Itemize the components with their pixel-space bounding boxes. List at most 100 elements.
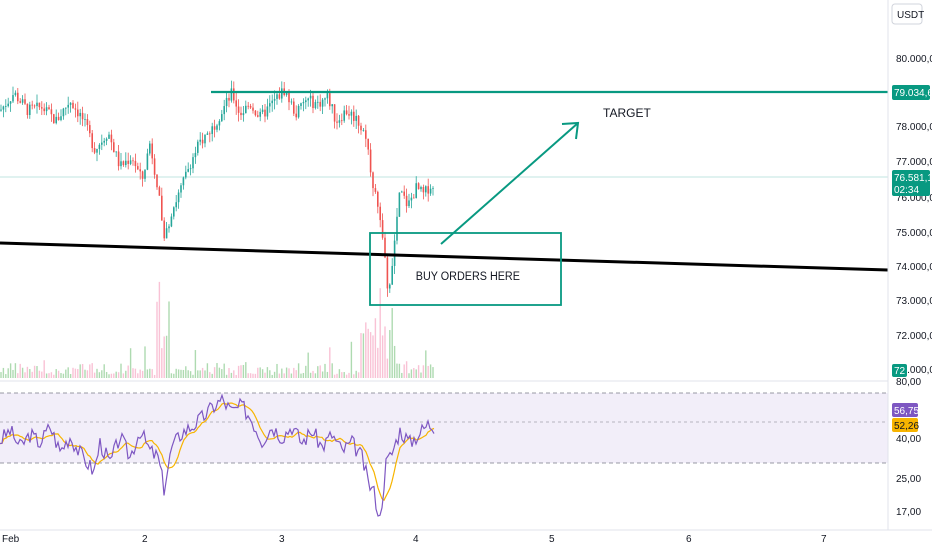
volume-bar (273, 371, 276, 378)
currency-label: USDT (897, 10, 924, 21)
candle-body (230, 88, 233, 101)
volume-bar (41, 371, 43, 378)
candle-body (177, 192, 180, 203)
volume-bar (144, 346, 146, 378)
candle-body (21, 99, 24, 103)
volume-bar (180, 369, 182, 378)
candle-body (26, 103, 29, 116)
volume-bar (93, 372, 96, 378)
candle-body (326, 93, 329, 99)
candle-body (194, 152, 197, 158)
candle-body (425, 186, 427, 193)
volume-bar (117, 372, 120, 378)
volume-bar (156, 301, 158, 378)
candle-body (422, 186, 425, 193)
candle-body (98, 144, 101, 149)
candle-body (77, 109, 79, 117)
volume-bar (230, 372, 233, 378)
candle-body (137, 166, 139, 170)
volume-bar (122, 373, 125, 378)
volume-bar (307, 352, 309, 378)
candle-body (161, 195, 163, 221)
volume-bar (84, 369, 86, 378)
volume-bar (240, 365, 242, 378)
volume-bar (163, 336, 165, 378)
candle-body (290, 101, 293, 103)
volume-bar (345, 374, 348, 378)
countdown-value: 02:34 (894, 185, 919, 196)
buy-zone-rectangle[interactable] (369, 232, 562, 306)
candle-body (420, 186, 422, 190)
candle-body (156, 174, 158, 188)
candle-body (173, 207, 175, 217)
volume-bar (170, 373, 173, 378)
candle-body (72, 102, 74, 109)
candle-body (213, 126, 216, 130)
volume-bar (319, 365, 321, 378)
target-arrow-head (561, 121, 580, 140)
volume-bar (101, 370, 103, 378)
volume-bar (225, 374, 228, 378)
candle-body (79, 112, 81, 117)
candle-body (374, 188, 377, 192)
candle-body (216, 125, 218, 130)
currency-box[interactable] (891, 3, 923, 25)
candle-body (403, 191, 405, 196)
candle-body (182, 177, 185, 186)
volume-bar (309, 372, 312, 378)
volume-bar (285, 367, 288, 378)
candle-body (103, 140, 105, 143)
candle-body (285, 92, 288, 96)
volume-bar (74, 368, 77, 378)
candle-body (259, 111, 261, 117)
volume-bar (120, 363, 122, 378)
candle-body (199, 139, 201, 142)
target-arrow-line[interactable] (440, 122, 579, 245)
candle-body (5, 106, 7, 107)
volume-bar (19, 363, 21, 378)
rsi-tick: 40,00 (896, 434, 921, 445)
candle-body (153, 158, 156, 175)
volume-bar (259, 367, 261, 378)
volume-bar (213, 367, 216, 378)
volume-bar (295, 370, 297, 378)
candle-body (0, 109, 2, 111)
support-trend-line[interactable] (0, 241, 889, 272)
volume-bar (403, 364, 405, 378)
volume-bar (24, 372, 26, 378)
volume-bar (362, 333, 365, 378)
volume-bar (384, 326, 386, 378)
candle-body (317, 101, 319, 103)
candles (0, 80, 434, 297)
candle-body (132, 160, 134, 162)
rsi-value-tag (892, 403, 918, 417)
volume-bar (134, 368, 137, 378)
price-tick: 77.000,0 (896, 157, 932, 168)
candle-body (105, 138, 108, 141)
candle-body (221, 114, 223, 122)
volume-bar (105, 371, 108, 378)
time-tick: 4 (413, 534, 419, 545)
candle-body (45, 107, 48, 112)
candle-body (129, 160, 132, 164)
volume-bar (146, 369, 149, 378)
volume-bar (271, 374, 273, 378)
candle-body (141, 171, 144, 179)
volume-bar (264, 372, 266, 378)
volume-bar (108, 374, 110, 378)
price-tick: 72.000,0 (896, 331, 932, 342)
candle-body (249, 105, 252, 108)
volume-bar (413, 368, 415, 378)
volume-bar (223, 363, 225, 378)
candle-body (252, 107, 254, 111)
candle-body (367, 138, 369, 150)
candle-body (405, 195, 408, 207)
candle-body (110, 134, 113, 143)
candle-body (257, 115, 259, 117)
volume-bar (189, 371, 192, 378)
volume-bar (216, 363, 218, 378)
volume-bar (182, 369, 185, 378)
volume-bar (249, 373, 252, 378)
candle-body (338, 120, 341, 123)
